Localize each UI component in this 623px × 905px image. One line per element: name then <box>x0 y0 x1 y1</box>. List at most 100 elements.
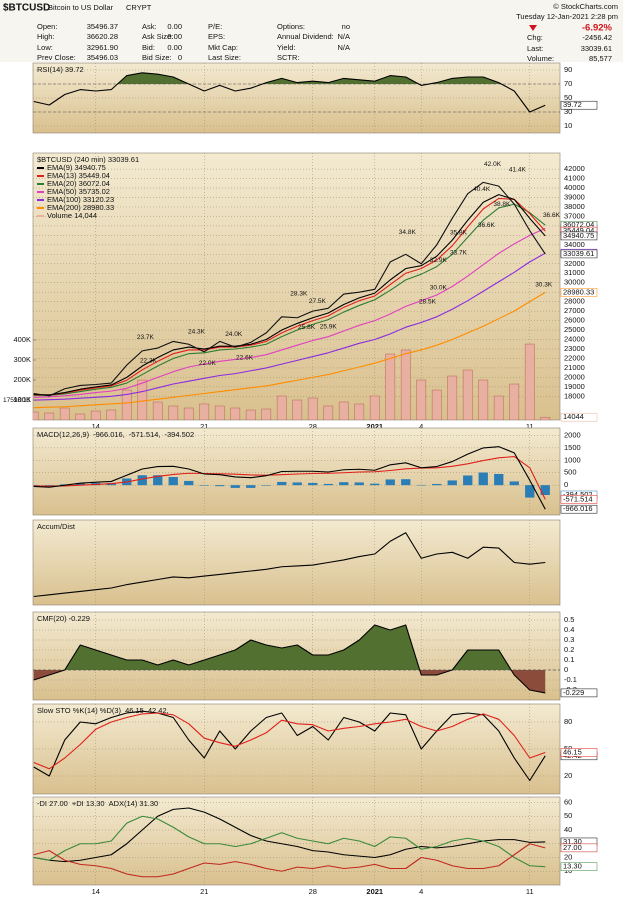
bar <box>44 412 55 420</box>
y-tick-label: 20 <box>564 852 572 861</box>
legend-label: EMA(20) 36072.04 <box>47 179 110 188</box>
price-annotation: 24.0K <box>225 331 243 338</box>
x-tick-label: 11 <box>526 422 534 431</box>
quote-label: Open: <box>37 22 57 31</box>
quote-label: Ask Size: <box>142 32 173 41</box>
series-line <box>33 203 546 396</box>
y-tick-label: 0.1 <box>564 655 574 664</box>
down-arrow <box>529 25 537 31</box>
low-tag: 17598.13 <box>3 397 30 404</box>
quote-value: 32961.90 <box>87 43 118 52</box>
y-tick-label: 38000 <box>564 202 585 211</box>
y-tick-label: 1000 <box>564 455 581 464</box>
price-annotation: 22.6K <box>236 354 254 361</box>
series-line <box>33 815 546 868</box>
quote-label: Bid: <box>142 43 155 52</box>
symbol: $BTCUSD <box>3 3 50 14</box>
bar <box>153 475 163 486</box>
series-line <box>33 843 546 878</box>
summary-label: Chg: <box>527 33 543 42</box>
y-tick-label: 31000 <box>564 268 585 277</box>
series-line <box>33 456 546 500</box>
bar <box>152 401 163 420</box>
y-tick-label: 23000 <box>564 344 585 353</box>
bar <box>106 409 117 420</box>
y-tick-label: 25000 <box>564 325 585 334</box>
bar <box>354 482 364 486</box>
panel-title: Slow STO %K(14) %D(3) <box>37 706 122 715</box>
y-tick-label: 500 <box>564 468 577 477</box>
bar <box>323 405 334 420</box>
quote-label: High: <box>37 32 55 41</box>
series-line <box>33 194 546 396</box>
legend-label: EMA(200) 28980.33 <box>47 203 114 212</box>
bar <box>509 383 520 420</box>
bar <box>121 389 132 420</box>
x-tick-label: 2021 <box>366 887 383 896</box>
price-annotation: 32.9K <box>430 257 448 264</box>
y-tick-label: 39000 <box>564 192 585 201</box>
value-tag: 34940.75 <box>563 231 594 240</box>
value-tag-box <box>560 231 598 241</box>
value-tag: 33039.61 <box>563 249 594 258</box>
price-annotation: 22.0K <box>199 360 217 367</box>
bar <box>59 407 70 420</box>
y-tick-label: 26000 <box>564 316 585 325</box>
value-tag: 14044 <box>563 412 584 421</box>
exchange: CRYPT <box>126 3 152 12</box>
quote-label: P/E: <box>208 22 222 31</box>
bar <box>401 479 411 486</box>
change-percent: -6.92% <box>582 23 613 34</box>
x-tick-label: 21 <box>200 422 208 431</box>
series-line <box>33 446 546 510</box>
fill-area <box>33 625 546 670</box>
y-tick-label: 41000 <box>564 174 585 183</box>
bar <box>540 416 551 420</box>
legend-label: -571.514, <box>129 430 161 439</box>
y-tick-label: 0.2 <box>564 645 574 654</box>
bar <box>215 485 225 487</box>
bar <box>199 403 210 420</box>
bar <box>462 369 473 420</box>
price-annotation: 38.8K <box>493 201 511 208</box>
bar <box>230 485 240 488</box>
series-line <box>33 291 546 409</box>
price-annotation: 23.7K <box>137 334 155 341</box>
x-tick-label: 28 <box>309 422 317 431</box>
panel-background <box>32 519 561 606</box>
y-tick-label: 40 <box>564 825 572 834</box>
legend-label: EMA(13) 35449.04 <box>47 171 110 180</box>
x-tick-label: 4 <box>419 422 423 431</box>
quote-value: N/A <box>337 32 350 41</box>
quote-label: Mkt Cap: <box>208 43 238 52</box>
quote-label: EPS: <box>208 32 225 41</box>
series-line <box>33 624 546 694</box>
bar <box>354 403 365 420</box>
value-tag: 46.15 <box>563 747 582 756</box>
x-tick-label: 2021 <box>366 422 383 431</box>
plot-area <box>33 612 560 700</box>
bar <box>277 481 287 486</box>
y-tick-label: 1500 <box>564 443 581 452</box>
y-tick-label: 10 <box>564 121 572 130</box>
quote-date: Tuesday 12-Jan-2021 2:28 pm <box>516 12 618 21</box>
y-tick-label: 70 <box>564 79 572 88</box>
bar <box>261 485 271 486</box>
value-tag: -394.502 <box>563 490 593 499</box>
series-line <box>33 227 546 398</box>
bar <box>245 409 256 420</box>
bar <box>307 397 318 420</box>
y-tick-label: 19000 <box>564 382 585 391</box>
y-tick-label: 34000 <box>564 240 585 249</box>
quote-value: 0.00 <box>167 32 182 41</box>
bar <box>214 405 225 420</box>
y-tick-label: 0.4 <box>564 625 574 634</box>
price-annotation: 34.8K <box>399 229 417 236</box>
price-annotation: 36.6K <box>478 222 496 229</box>
volume-tick-label: 200K <box>13 375 31 384</box>
x-tick-label: 14 <box>92 422 100 431</box>
y-tick-label: 40000 <box>564 183 585 192</box>
bar <box>509 481 519 486</box>
value-tag-box <box>560 748 598 757</box>
